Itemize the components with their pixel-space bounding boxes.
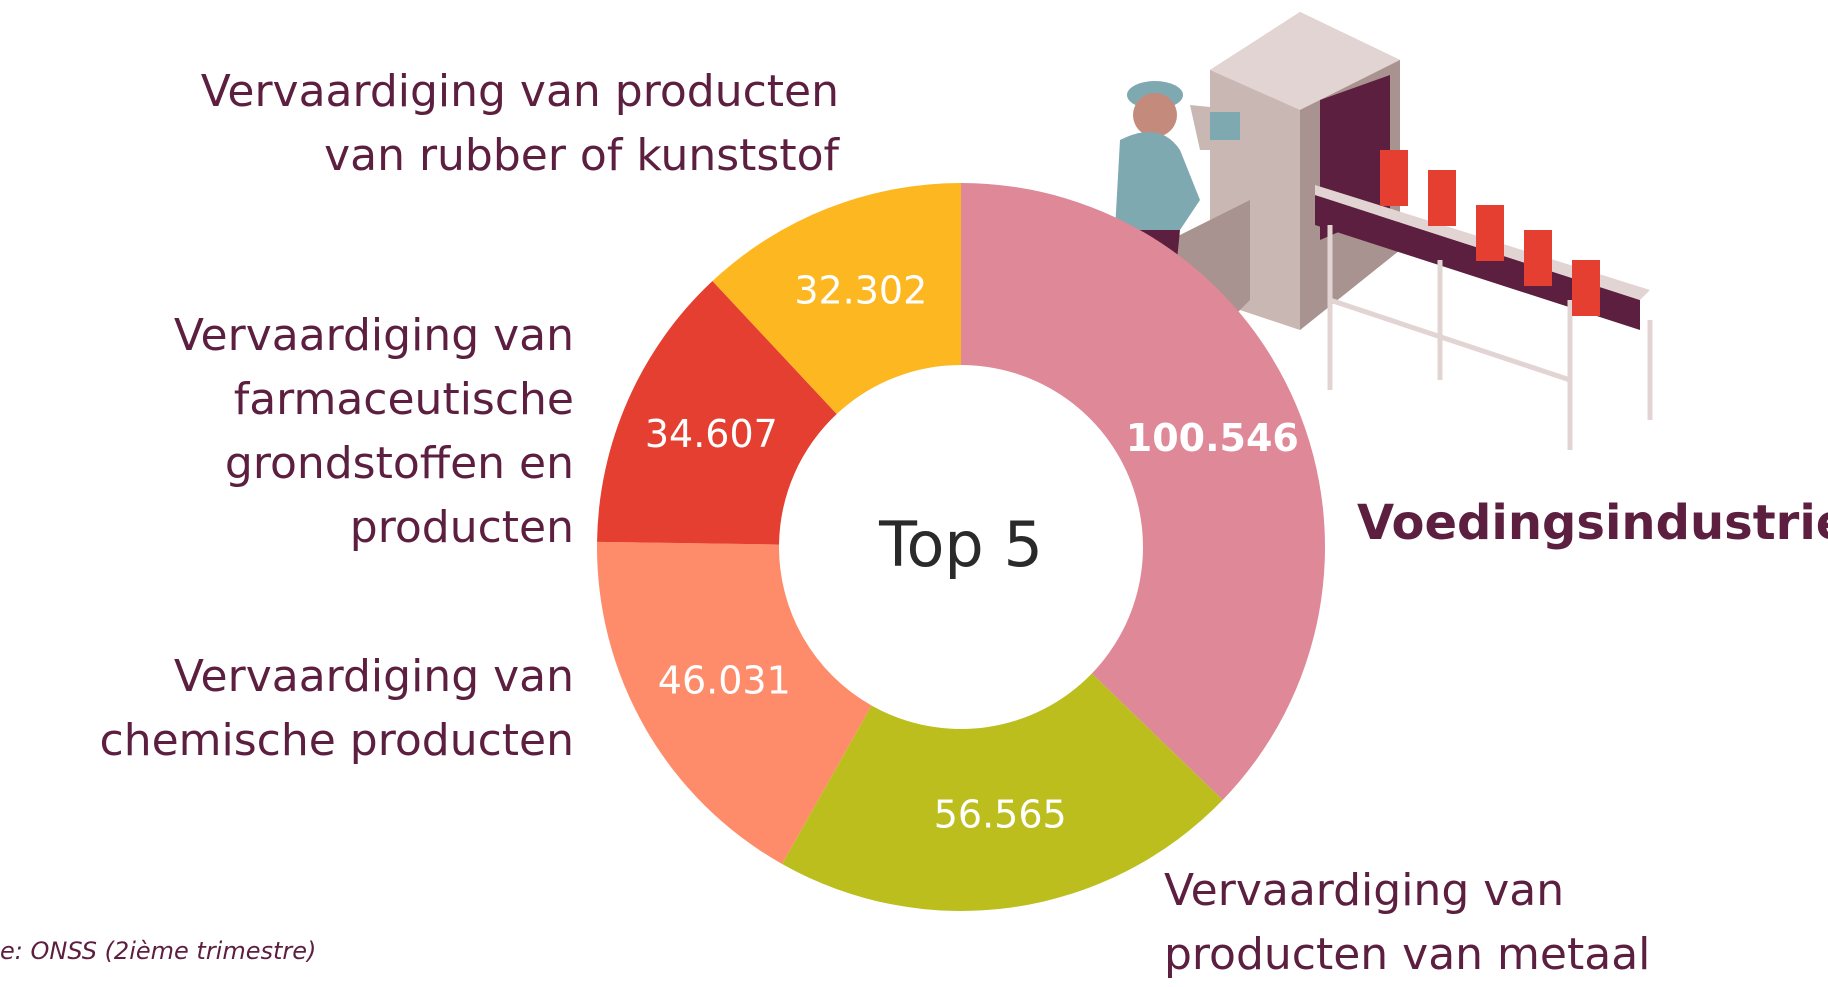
category-label: Vervaardiging van chemische producten xyxy=(100,645,574,773)
category-label: Vervaardiging van producten van metaal xyxy=(1164,859,1650,987)
page: e: ONSS (2ième trimestre) 100.546 56.565 4… xyxy=(0,0,1828,973)
category-label: Voedingsindustrie xyxy=(1357,491,1828,555)
value-label: 32.302 xyxy=(794,269,927,313)
category-label: Vervaardiging van producten van rubber o… xyxy=(201,60,839,188)
value-label: 34.607 xyxy=(645,412,778,456)
value-label: 46.031 xyxy=(658,658,791,702)
value-label: 100.546 xyxy=(1126,416,1299,460)
center-label: Top 5 xyxy=(878,508,1043,581)
value-label: 56.565 xyxy=(934,793,1067,837)
category-label: Vervaardiging van farmaceutische grondst… xyxy=(0,304,574,560)
source: e: ONSS (2ième trimestre) xyxy=(0,937,316,965)
